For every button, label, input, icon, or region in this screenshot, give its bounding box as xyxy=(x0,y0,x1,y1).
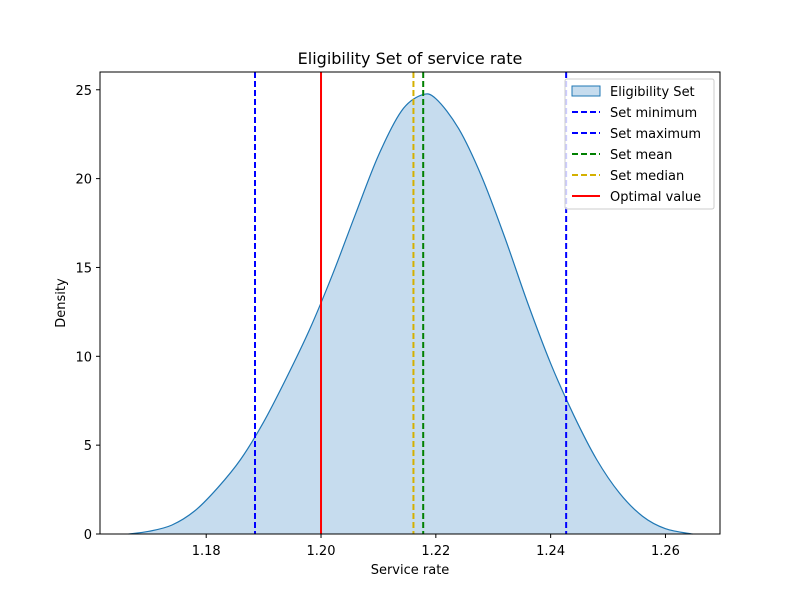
legend-swatch-eligibility-set xyxy=(571,85,601,97)
plot-area xyxy=(99,71,721,535)
y-tick-label: 0 xyxy=(84,528,92,543)
x-tick-label: 1.20 xyxy=(307,544,336,559)
legend: Eligibility Set Set minimum Set maximum Set… xyxy=(564,78,715,210)
axes-frame xyxy=(99,71,721,535)
density-curve xyxy=(128,93,693,535)
legend-label-set-mean: Set mean xyxy=(610,148,672,163)
legend-label-set-minimum: Set minimum xyxy=(610,106,697,121)
legend-label-eligibility-set: Eligibility Set xyxy=(610,85,695,100)
x-tick-label: 1.26 xyxy=(651,544,680,559)
chart-title: Eligibility Set of service rate xyxy=(298,49,523,68)
y-axis-label: Density xyxy=(54,278,69,328)
y-axis-ticks: 0 5 10 15 20 25 xyxy=(75,84,100,543)
legend-label-set-maximum: Set maximum xyxy=(610,127,701,142)
y-tick-label: 25 xyxy=(75,84,92,99)
legend-label-optimal-value: Optimal value xyxy=(610,190,701,205)
density-area-fill xyxy=(128,93,693,534)
legend-label-set-median: Set median xyxy=(610,169,684,184)
y-tick-label: 20 xyxy=(75,173,92,188)
y-tick-label: 15 xyxy=(75,261,92,276)
legend-box xyxy=(564,78,715,210)
x-axis-ticks: 1.18 1.20 1.22 1.24 1.26 xyxy=(192,534,680,559)
reference-lines xyxy=(254,72,568,534)
x-tick-label: 1.24 xyxy=(536,544,565,559)
x-tick-label: 1.22 xyxy=(421,544,450,559)
y-tick-label: 10 xyxy=(75,350,92,365)
x-axis-label: Service rate xyxy=(371,563,450,578)
y-tick-label: 5 xyxy=(84,439,92,454)
x-tick-label: 1.18 xyxy=(192,544,221,559)
